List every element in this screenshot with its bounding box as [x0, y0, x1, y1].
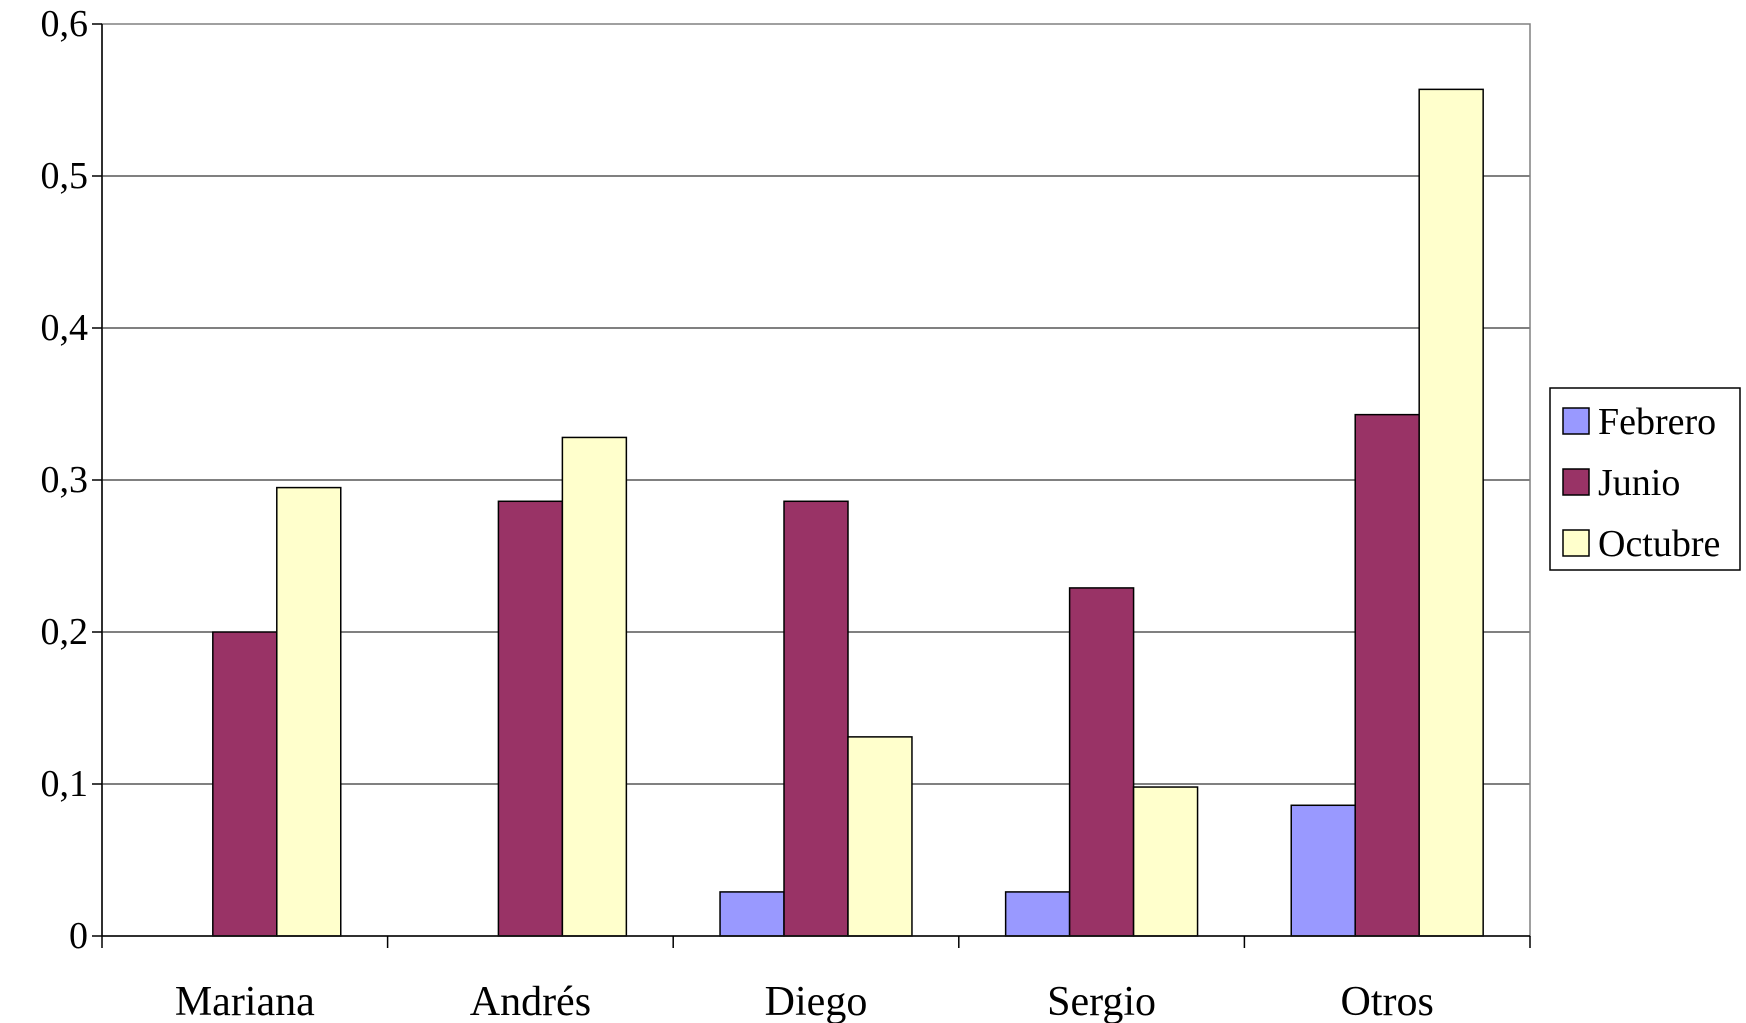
- y-tick-label: 0,2: [41, 611, 89, 653]
- legend-swatch-junio: [1562, 468, 1590, 496]
- bar-octubre-3: [1132, 786, 1199, 937]
- bar-octubre-2: [847, 736, 913, 937]
- bars: [212, 88, 1484, 937]
- bar-octubre-4: [1418, 88, 1484, 937]
- y-tick-label: 0,5: [41, 155, 89, 197]
- y-tick-label: 0,4: [41, 307, 89, 349]
- bar-febrero-4: [1290, 804, 1356, 937]
- x-tick-label: Otros: [1341, 979, 1434, 1023]
- bar-junio-3: [1068, 587, 1135, 937]
- legend: Febrero Junio Octubre: [1549, 387, 1741, 571]
- y-tick-label: 0: [69, 915, 88, 957]
- bar-octubre-1: [561, 436, 628, 937]
- bar-octubre-0: [276, 486, 342, 937]
- x-tick-label: Diego: [765, 979, 868, 1023]
- bar-febrero-2: [719, 891, 785, 937]
- x-tick-label: Mariana: [175, 979, 315, 1023]
- legend-label-junio: Junio: [1598, 462, 1680, 504]
- bar-junio-2: [783, 500, 849, 937]
- bar-junio-1: [497, 500, 564, 937]
- x-tick-label: Sergio: [1047, 979, 1156, 1023]
- y-tick-label: 0,6: [41, 3, 89, 45]
- bar-febrero-3: [1004, 891, 1071, 937]
- legend-label-febrero: Febrero: [1598, 401, 1716, 443]
- y-axis-ticks: 0 0,1 0,2 0,3 0,4 0,5 0,6: [41, 3, 102, 957]
- legend-swatch-febrero: [1562, 407, 1590, 435]
- legend-label-octubre: Octubre: [1598, 523, 1720, 565]
- bar-junio-4: [1354, 413, 1420, 937]
- x-tick-label: Andrés: [470, 979, 591, 1023]
- y-tick-label: 0,1: [41, 763, 89, 805]
- bar-junio-0: [212, 631, 278, 937]
- x-axis-ticks: Mariana Andrés Diego Sergio Otros: [101, 936, 1531, 1023]
- legend-swatch-octubre: [1562, 529, 1590, 557]
- y-tick-label: 0,3: [41, 459, 89, 501]
